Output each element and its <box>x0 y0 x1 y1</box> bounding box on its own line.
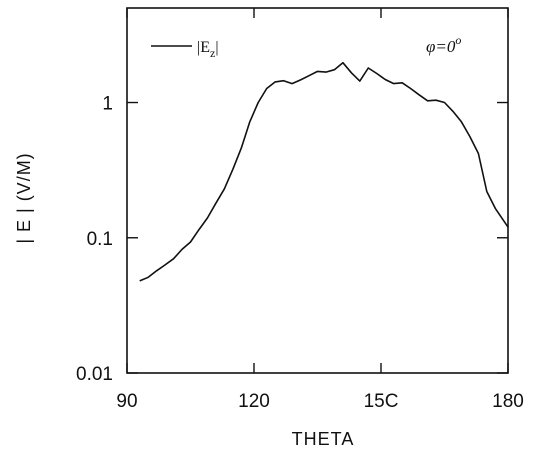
phi-annotation-degree: o <box>455 33 461 47</box>
y-axis: 0.01 0.1 1 <box>76 94 508 385</box>
x-tick-label: 15C <box>364 391 399 412</box>
legend-label-ez: |Ez| <box>197 39 219 60</box>
y-axis-title: | E | (V/M) <box>14 152 34 243</box>
legend-label-close: | <box>215 39 218 56</box>
phi-annotation-main: φ=0 <box>426 37 456 56</box>
legend-label-sub: z <box>210 46 215 60</box>
legend-label-main: |E <box>197 39 210 56</box>
y-tick-label: 0.01 <box>76 364 113 385</box>
y-tick-label: 1 <box>102 94 113 115</box>
x-tick-label: 120 <box>238 391 270 412</box>
plot-frame <box>126 7 509 374</box>
x-tick-label: 180 <box>492 391 524 412</box>
x-tick-label: 90 <box>116 391 137 412</box>
x-axis: 90 120 15C 180 <box>116 8 524 412</box>
phi-annotation: φ=0o <box>426 33 461 56</box>
y-tick-label: 0.1 <box>87 229 113 250</box>
x-axis-title: THETA <box>292 429 355 449</box>
legend: |Ez| <box>151 39 219 60</box>
series-line-ez <box>139 61 509 282</box>
